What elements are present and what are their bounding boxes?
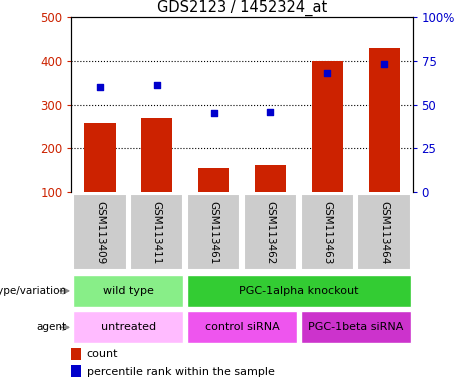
- Bar: [368, 48, 400, 192]
- Point: [267, 109, 274, 115]
- Bar: [187, 275, 411, 307]
- Point: [210, 110, 217, 116]
- Bar: [71, 365, 81, 377]
- Bar: [187, 311, 297, 343]
- Text: GSM113464: GSM113464: [379, 200, 389, 264]
- Text: GSM113462: GSM113462: [266, 200, 276, 264]
- Text: GSM113461: GSM113461: [208, 200, 219, 264]
- Text: genotype/variation: genotype/variation: [0, 286, 67, 296]
- Title: GDS2123 / 1452324_at: GDS2123 / 1452324_at: [157, 0, 327, 16]
- Point: [324, 70, 331, 76]
- Bar: [73, 275, 183, 307]
- Bar: [130, 194, 183, 270]
- Text: agent: agent: [37, 322, 67, 333]
- Text: PGC-1alpha knockout: PGC-1alpha knockout: [239, 286, 359, 296]
- Text: count: count: [87, 349, 118, 359]
- Text: untreated: untreated: [101, 322, 156, 333]
- Text: wild type: wild type: [103, 286, 154, 296]
- Bar: [73, 194, 127, 270]
- Text: PGC-1beta siRNA: PGC-1beta siRNA: [308, 322, 403, 333]
- Bar: [357, 194, 411, 270]
- Bar: [73, 311, 183, 343]
- Bar: [84, 123, 116, 192]
- Text: percentile rank within the sample: percentile rank within the sample: [87, 366, 275, 377]
- Bar: [198, 168, 229, 192]
- Point: [96, 84, 104, 90]
- Text: GSM113463: GSM113463: [322, 200, 332, 264]
- Bar: [187, 194, 240, 270]
- Point: [153, 82, 160, 88]
- Text: control siRNA: control siRNA: [205, 322, 279, 333]
- Bar: [301, 311, 411, 343]
- Bar: [244, 194, 297, 270]
- Bar: [71, 348, 81, 360]
- Bar: [312, 61, 343, 192]
- Text: GSM113411: GSM113411: [152, 200, 162, 264]
- Bar: [255, 165, 286, 192]
- Point: [380, 61, 388, 68]
- Bar: [141, 118, 172, 192]
- Bar: [301, 194, 354, 270]
- Text: GSM113409: GSM113409: [95, 201, 105, 264]
